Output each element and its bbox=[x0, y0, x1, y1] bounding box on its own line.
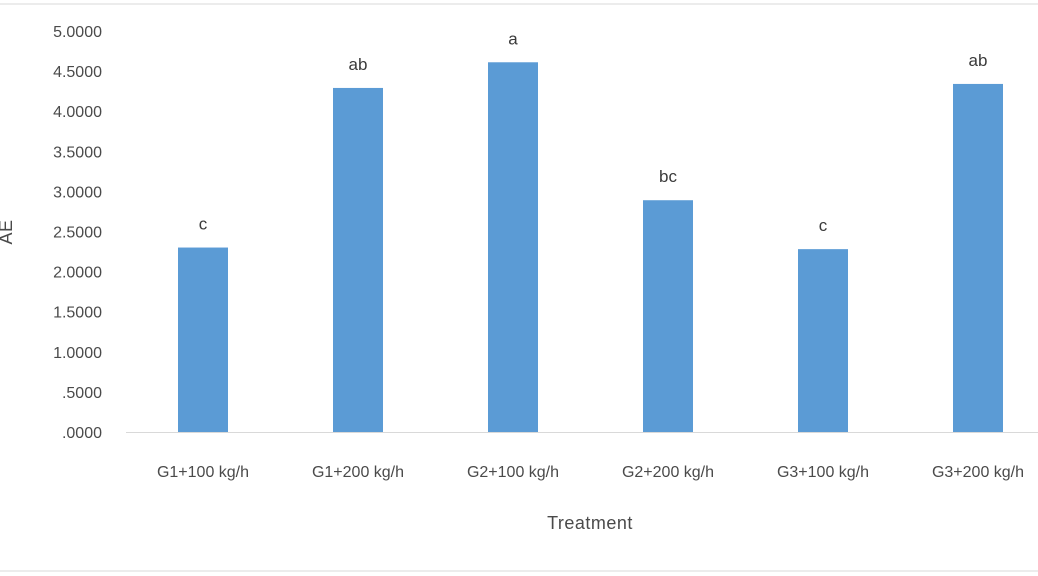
bar bbox=[953, 83, 1003, 432]
x-tick-label: G1+100 kg/h bbox=[157, 464, 249, 481]
bar bbox=[488, 62, 538, 432]
y-tick-label: 4.0000 bbox=[53, 104, 102, 121]
y-axis-ticks: .0000 .5000 1.0000 1.5000 2.0000 2.5000 3.0000… bbox=[53, 24, 102, 442]
y-tick-label: 2.0000 bbox=[53, 265, 102, 282]
y-tick-label: 2.5000 bbox=[53, 225, 102, 242]
y-axis-title: AE bbox=[0, 219, 16, 244]
bar-data-label: ab bbox=[969, 51, 988, 70]
y-tick-label: 4.5000 bbox=[53, 64, 102, 81]
bar bbox=[178, 247, 228, 432]
bar bbox=[333, 87, 383, 432]
y-tick-label: .0000 bbox=[62, 425, 102, 442]
x-tick-label: G3+200 kg/h bbox=[932, 464, 1024, 481]
bar bbox=[643, 200, 693, 432]
y-tick-label: 1.0000 bbox=[53, 345, 102, 362]
x-tick-label: G1+200 kg/h bbox=[312, 464, 404, 481]
bar-data-label: ab bbox=[349, 55, 368, 74]
y-tick-label: 1.5000 bbox=[53, 305, 102, 322]
x-tick-label: G3+100 kg/h bbox=[777, 464, 869, 481]
bar-data-labels: c ab a bc c ab bbox=[199, 29, 988, 235]
y-tick-label: 3.0000 bbox=[53, 184, 102, 201]
bar-data-label: c bbox=[199, 215, 208, 234]
x-tick-label: G2+200 kg/h bbox=[622, 464, 714, 481]
bar-data-label: bc bbox=[659, 167, 677, 186]
x-axis-title: Treatment bbox=[547, 513, 633, 533]
x-axis-ticks: G1+100 kg/h G1+200 kg/h G2+100 kg/h G2+200 … bbox=[157, 464, 1024, 481]
bars bbox=[178, 62, 1003, 432]
y-tick-label: 5.0000 bbox=[53, 24, 102, 41]
y-tick-label: .5000 bbox=[62, 385, 102, 402]
y-tick-label: 3.5000 bbox=[53, 144, 102, 161]
x-tick-label: G2+100 kg/h bbox=[467, 464, 559, 481]
bar-data-label: c bbox=[819, 216, 828, 235]
bar bbox=[798, 249, 848, 432]
bar-data-label: a bbox=[508, 29, 518, 48]
